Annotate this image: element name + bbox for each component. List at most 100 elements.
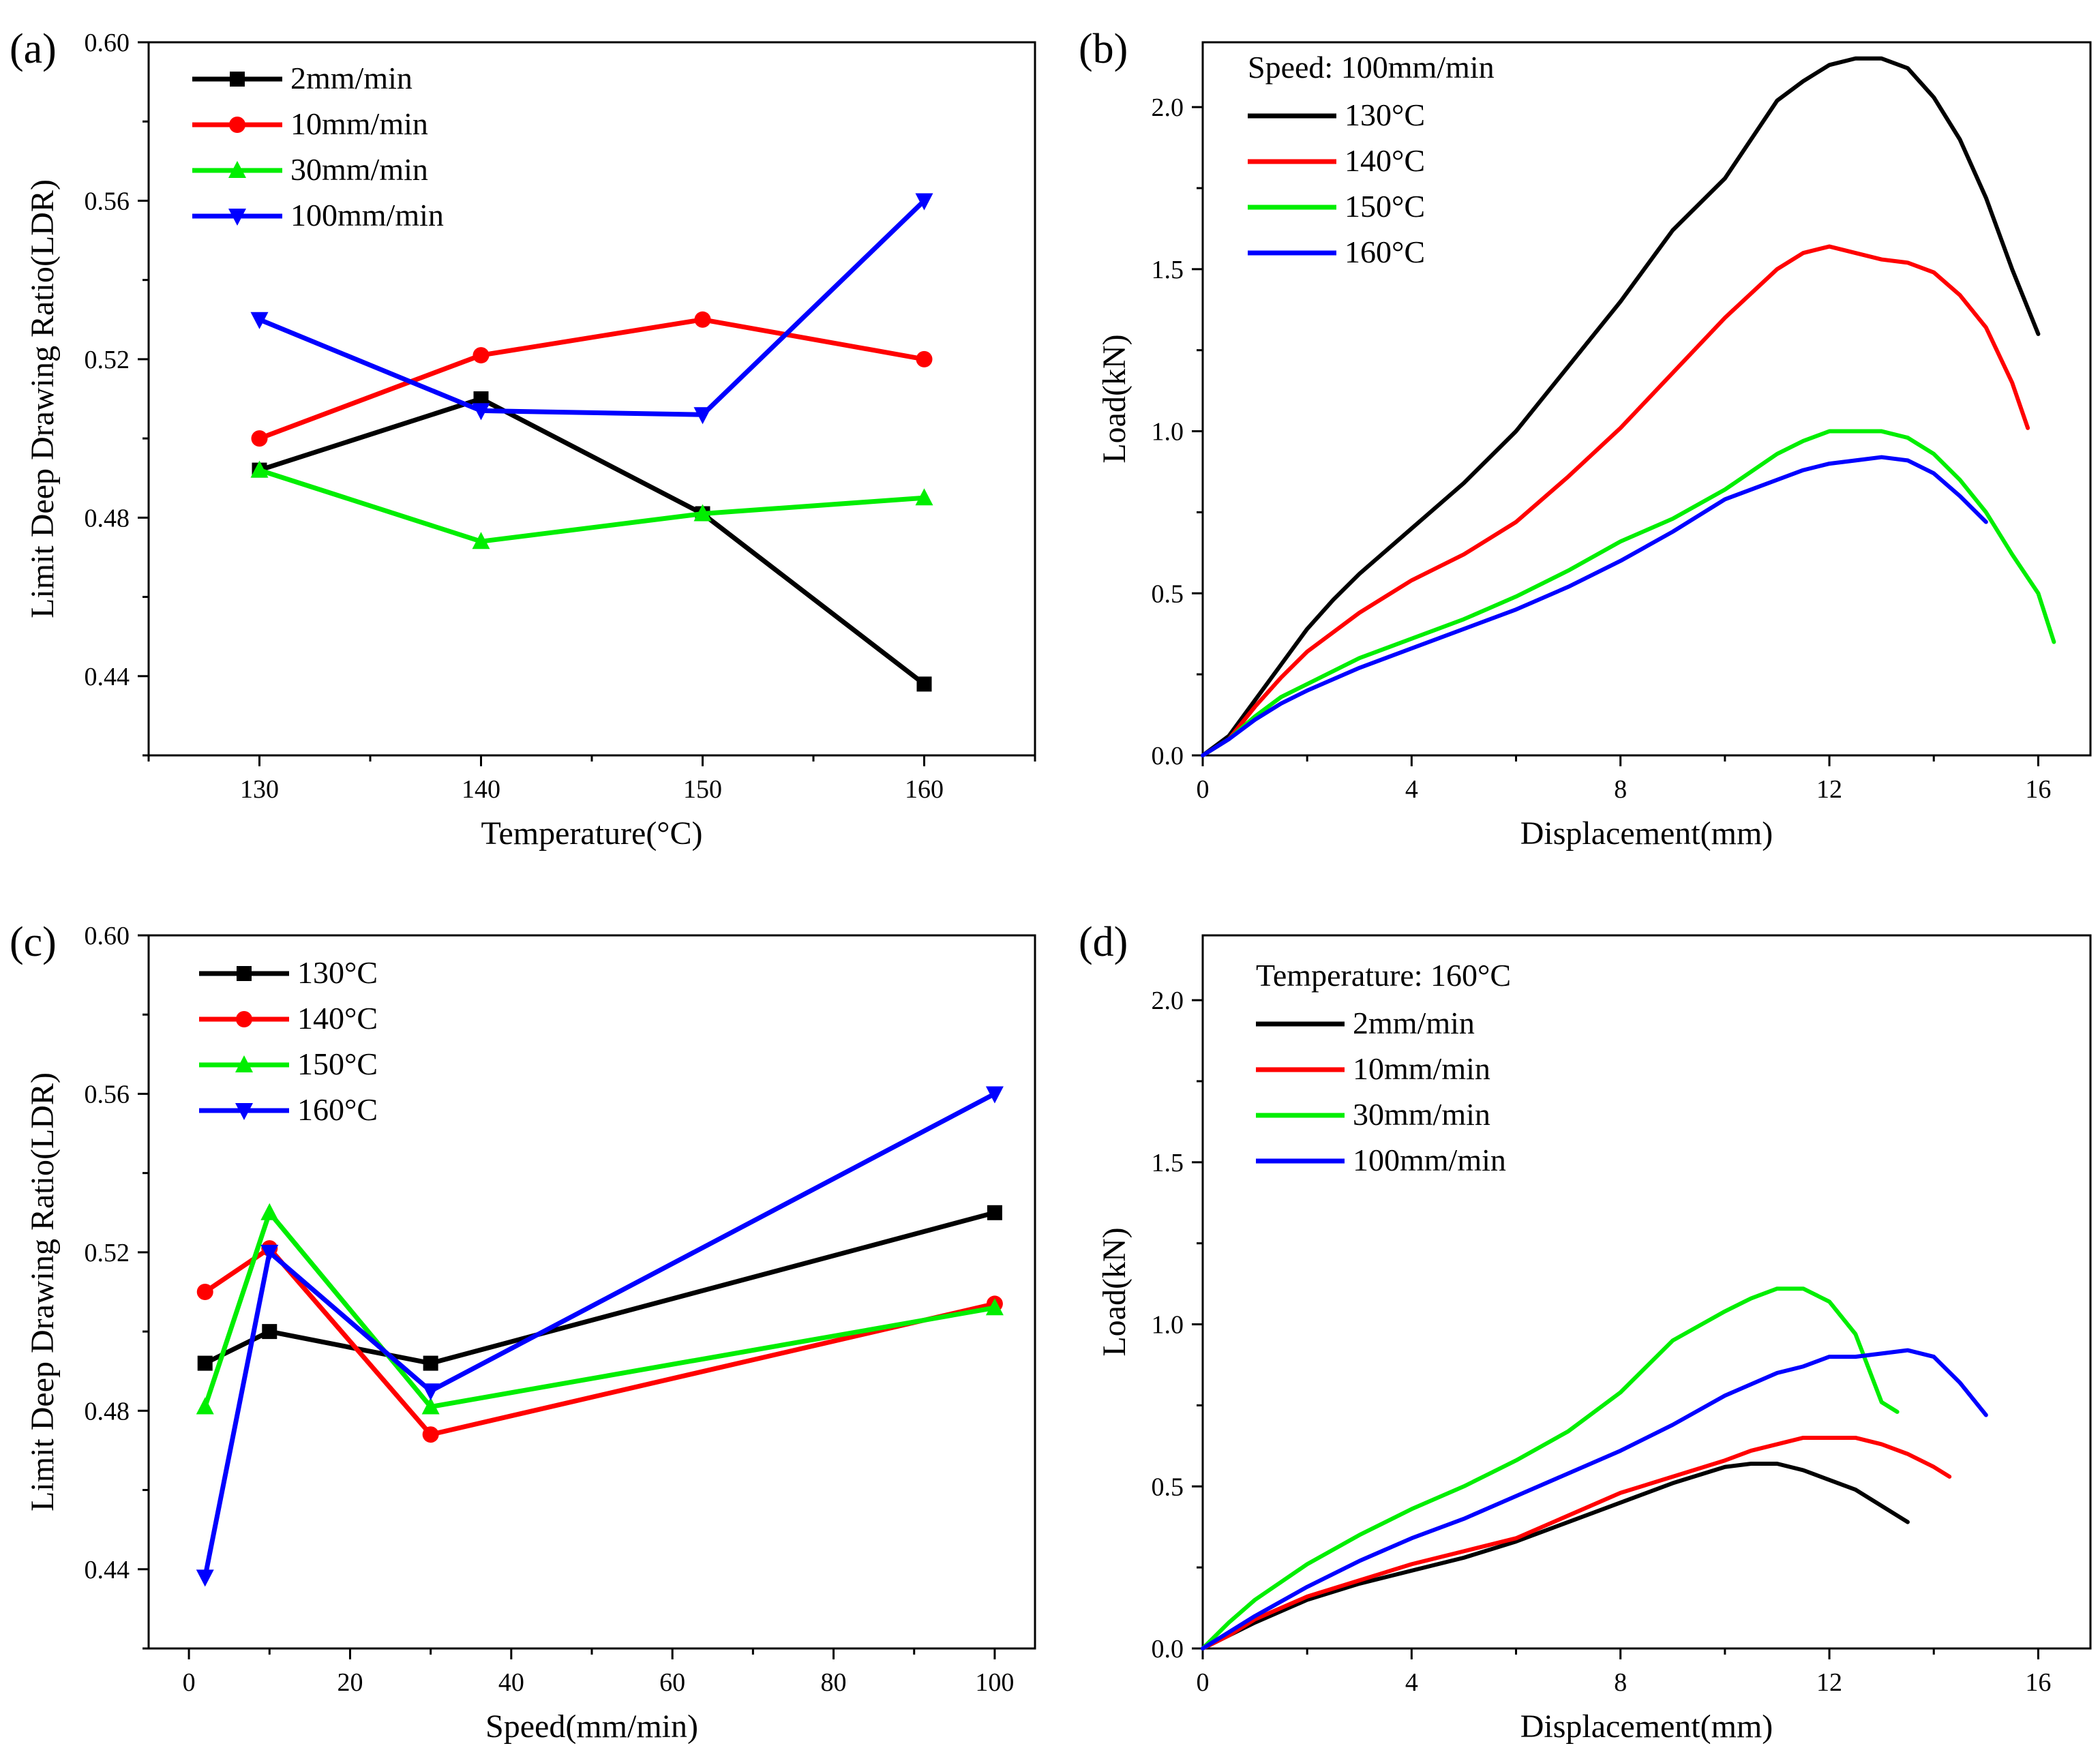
legend-label: 10mm/min: [1353, 1051, 1490, 1086]
x-tick-label: 0: [1197, 775, 1210, 804]
panel-label: (d): [1079, 919, 1128, 965]
data-point: [472, 403, 490, 421]
data-point: [985, 1298, 1004, 1316]
series-100mm-min: [250, 193, 933, 425]
x-tick-label: 40: [498, 1668, 524, 1697]
data-point: [421, 1397, 440, 1415]
x-tick-label: 20: [337, 1668, 363, 1697]
x-tick-label: 100: [975, 1668, 1014, 1697]
series-line: [257, 396, 927, 687]
y-tick-label: 0.0: [1152, 742, 1184, 770]
legend: 130°C 140°C 150°C 160°C: [199, 955, 378, 1127]
y-tick-label: 0.5: [1152, 1473, 1184, 1501]
series-line: [202, 1210, 997, 1410]
series-30mm-min: [250, 460, 933, 549]
y-tick-label: 0.60: [85, 29, 130, 57]
data-point: [250, 312, 269, 329]
x-tick-label: 12: [1816, 775, 1842, 804]
y-tick-label: 0.48: [85, 504, 130, 532]
data-point: [423, 1355, 438, 1371]
x-axis-title: Displacement(mm): [1520, 815, 1773, 852]
x-tick-label: 8: [1614, 1668, 1627, 1697]
y-axis-title: Limit Deep Drawing Ratio(LDR): [25, 179, 61, 618]
x-tick-label: 16: [2025, 1668, 2051, 1697]
legend-title: Speed: 100mm/min: [1248, 50, 1495, 85]
series-line: [202, 1246, 997, 1437]
data-point: [694, 311, 711, 328]
series-10mm-min: [1201, 1435, 1952, 1651]
y-tick-label: 0.5: [1152, 579, 1184, 608]
series-line: [1201, 56, 2041, 757]
x-axis-title: Temperature(°C): [481, 815, 702, 852]
x-tick-label: 0: [1197, 1668, 1210, 1697]
data-point: [693, 504, 712, 522]
data-point: [987, 1205, 1002, 1220]
x-tick-label: 130: [240, 775, 279, 804]
legend-label: 130°C: [297, 955, 378, 990]
x-tick-label: 4: [1405, 775, 1418, 804]
y-tick-label: 0.52: [85, 1239, 130, 1267]
legend-label: 10mm/min: [290, 106, 428, 141]
legend-label: 140°C: [297, 1001, 378, 1036]
legend-label: 150°C: [1345, 189, 1425, 224]
data-point: [693, 407, 712, 425]
series-line: [1201, 429, 2056, 757]
x-tick-label: 60: [659, 1668, 685, 1697]
legend-label: 30mm/min: [1353, 1097, 1490, 1132]
series-line: [1201, 1435, 1952, 1651]
legend-marker: [229, 117, 245, 133]
plot-frame: [1201, 41, 2092, 757]
panel-a: (a) 130 140 150 160 0.44 0.48 0.52 0.56 0.60 Tempe…: [10, 26, 1036, 852]
legend-label: 150°C: [297, 1046, 378, 1081]
series-line: [257, 317, 927, 441]
data-point: [251, 430, 268, 447]
y-tick-label: 1.5: [1152, 256, 1184, 284]
series-line: [257, 198, 927, 417]
plot-frame: [147, 41, 1036, 757]
series-130-c: [1201, 56, 2041, 757]
y-axis-title: Load(kN): [1096, 334, 1132, 463]
series-130-c: [197, 1205, 1002, 1371]
x-tick-label: 4: [1405, 1668, 1418, 1697]
x-tick-label: 0: [183, 1668, 196, 1697]
legend-label: 2mm/min: [1353, 1006, 1475, 1040]
panel-label: (c): [10, 919, 57, 965]
data-point: [915, 488, 933, 506]
series-2mm-min: [1201, 1461, 1910, 1651]
y-tick-label: 1.0: [1152, 418, 1184, 447]
x-axis-title: Speed(mm/min): [485, 1708, 698, 1745]
legend-label: 140°C: [1345, 143, 1425, 178]
series-30mm-min: [1201, 1286, 1900, 1651]
data-point: [472, 347, 490, 364]
panel-d: (d) 0 4 8 12 16 0.0 0.5 1.0 1.5 2.0 Displacement(mm…: [1079, 919, 2092, 1745]
y-tick-label: 0.56: [85, 187, 130, 215]
legend-marker: [228, 161, 246, 178]
y-axis-title: Load(kN): [1096, 1227, 1132, 1356]
legend-marker: [228, 209, 246, 226]
legend-marker: [236, 1011, 252, 1027]
series-100mm-min: [1201, 1348, 1988, 1651]
data-point: [421, 1383, 440, 1401]
x-tick-label: 160: [905, 775, 944, 804]
legend-marker: [230, 72, 245, 87]
y-tick-label: 0.60: [85, 922, 130, 950]
series-line: [1201, 1286, 1900, 1651]
series-line: [1201, 455, 1988, 757]
data-point: [262, 1324, 278, 1340]
y-tick-label: 0.0: [1152, 1635, 1184, 1663]
x-tick-label: 150: [683, 775, 722, 804]
y-tick-label: 2.0: [1152, 986, 1184, 1015]
series-160-c: [1201, 455, 1988, 757]
series-line: [1201, 1461, 1910, 1651]
x-tick-label: 12: [1816, 1668, 1842, 1697]
series-2mm-min: [252, 391, 932, 692]
legend-marker: [235, 1055, 253, 1072]
legend: Temperature: 160°C 2mm/min 10mm/min 30mm/mi…: [1256, 958, 1511, 1177]
x-axis-title: Displacement(mm): [1520, 1708, 1773, 1745]
data-point: [260, 1244, 279, 1262]
series-line: [1201, 244, 2030, 757]
y-tick-label: 2.0: [1152, 93, 1184, 122]
series-150-c: [196, 1203, 1004, 1415]
legend-title: Temperature: 160°C: [1256, 958, 1511, 993]
